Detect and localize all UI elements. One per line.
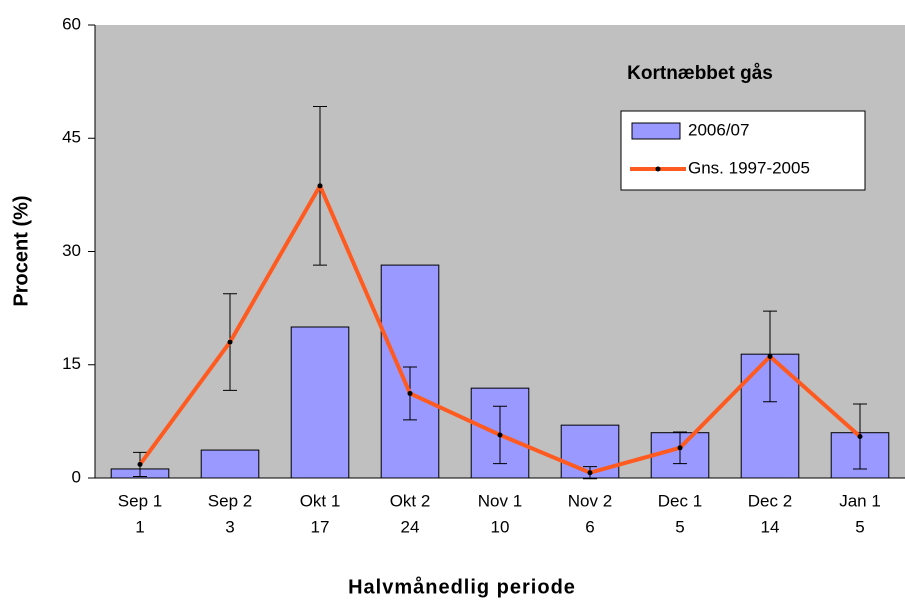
x-tick-label: Dec 1 — [658, 491, 702, 510]
y-tick-label: 0 — [72, 467, 81, 486]
point — [767, 353, 773, 359]
legend-title: Kortnæbbet gås — [627, 63, 773, 84]
point — [497, 432, 503, 438]
y-tick-label: 60 — [62, 14, 81, 33]
point — [857, 433, 863, 439]
x-count-label: 1 — [135, 517, 144, 536]
point — [677, 445, 683, 451]
x-count-label: 5 — [675, 517, 684, 536]
x-tick-label: Nov 1 — [478, 491, 522, 510]
point — [227, 339, 233, 345]
legend-swatch — [631, 122, 681, 140]
x-tick-label: Dec 2 — [748, 491, 792, 510]
legend-point — [655, 166, 661, 172]
y-axis-label: Procent (%) — [10, 195, 32, 306]
x-count-label: 14 — [761, 517, 780, 536]
x-count-label: 10 — [491, 517, 510, 536]
x-tick-label: Sep 2 — [208, 491, 252, 510]
point — [587, 470, 593, 476]
y-tick-label: 45 — [62, 128, 81, 147]
bar — [290, 326, 350, 479]
x-count-label: 17 — [311, 517, 330, 536]
x-count-label: 24 — [401, 517, 420, 536]
x-count-label: 5 — [855, 517, 864, 536]
legend-label: 2006/07 — [688, 120, 749, 139]
y-tick-label: 15 — [62, 354, 81, 373]
point — [407, 390, 413, 396]
point — [317, 183, 323, 189]
x-tick-label: Okt 2 — [390, 491, 431, 510]
point — [137, 461, 143, 467]
y-tick-label: 30 — [62, 241, 81, 260]
bar — [200, 449, 260, 479]
x-tick-label: Jan 1 — [839, 491, 881, 510]
x-tick-label: Sep 1 — [118, 491, 162, 510]
x-axis-label: Halvmånedlig periode — [348, 575, 576, 598]
x-tick-label: Nov 2 — [568, 491, 612, 510]
x-count-label: 6 — [585, 517, 594, 536]
x-count-label: 3 — [225, 517, 234, 536]
x-tick-label: Okt 1 — [300, 491, 341, 510]
legend-label: Gns. 1997-2005 — [688, 158, 810, 177]
